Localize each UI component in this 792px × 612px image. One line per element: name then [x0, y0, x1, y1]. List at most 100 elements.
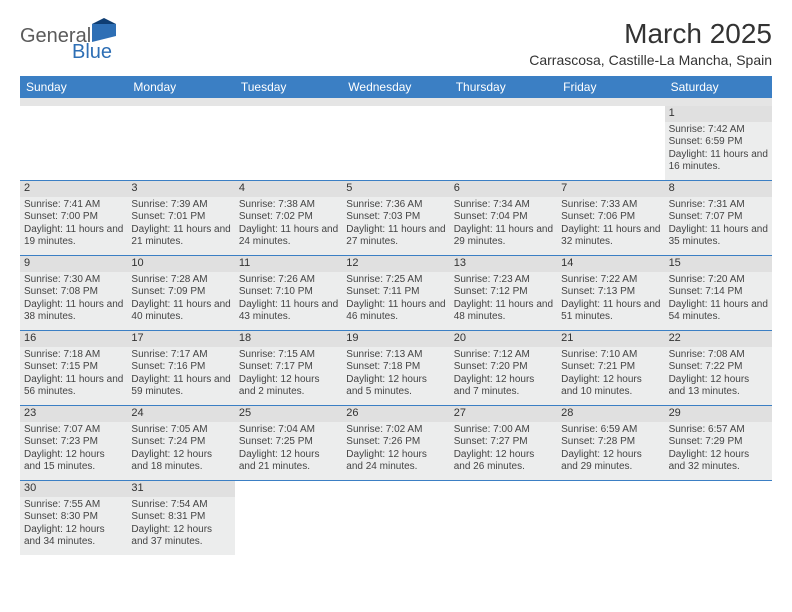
sunset-text: Sunset: 7:23 PM [24, 436, 123, 449]
day-number: 10 [127, 256, 234, 272]
sunrise-text: Sunrise: 7:12 AM [454, 349, 553, 362]
sunset-text: Sunset: 7:14 PM [669, 286, 768, 299]
sunrise-text: Sunrise: 7:02 AM [346, 424, 445, 437]
sunset-text: Sunset: 7:11 PM [346, 286, 445, 299]
col-monday: Monday [127, 76, 234, 98]
sunset-text: Sunset: 7:07 PM [669, 211, 768, 224]
daylight-text: Daylight: 12 hours and 2 minutes. [239, 374, 338, 399]
daylight-text: Daylight: 12 hours and 37 minutes. [131, 524, 230, 549]
sunset-text: Sunset: 7:20 PM [454, 361, 553, 374]
sunrise-text: Sunrise: 7:23 AM [454, 274, 553, 287]
day-number: 11 [235, 256, 342, 272]
calendar-cell: 30Sunrise: 7:55 AMSunset: 8:30 PMDayligh… [20, 481, 127, 555]
calendar-cell [127, 106, 234, 180]
calendar-cell: 19Sunrise: 7:13 AMSunset: 7:18 PMDayligh… [342, 331, 449, 405]
calendar-cell: 16Sunrise: 7:18 AMSunset: 7:15 PMDayligh… [20, 331, 127, 405]
day-number: 27 [450, 406, 557, 422]
sunrise-text: Sunrise: 7:36 AM [346, 199, 445, 212]
sunrise-text: Sunrise: 7:54 AM [131, 499, 230, 512]
sunrise-text: Sunrise: 7:13 AM [346, 349, 445, 362]
sunset-text: Sunset: 7:27 PM [454, 436, 553, 449]
day-number: 12 [342, 256, 449, 272]
sunset-text: Sunset: 7:21 PM [561, 361, 660, 374]
calendar-cell: 1Sunrise: 7:42 AMSunset: 6:59 PMDaylight… [665, 106, 772, 180]
title-block: March 2025 Carrascosa, Castille-La Manch… [529, 18, 772, 68]
sunrise-text: Sunrise: 7:28 AM [131, 274, 230, 287]
calendar-cell [665, 481, 772, 555]
calendar-cell: 9Sunrise: 7:30 AMSunset: 7:08 PMDaylight… [20, 256, 127, 330]
daylight-text: Daylight: 12 hours and 15 minutes. [24, 449, 123, 474]
daylight-text: Daylight: 11 hours and 51 minutes. [561, 299, 660, 324]
sunrise-text: Sunrise: 7:38 AM [239, 199, 338, 212]
sunset-text: Sunset: 7:13 PM [561, 286, 660, 299]
calendar-cell: 6Sunrise: 7:34 AMSunset: 7:04 PMDaylight… [450, 181, 557, 255]
day-number: 16 [20, 331, 127, 347]
location-text: Carrascosa, Castille-La Mancha, Spain [529, 52, 772, 68]
sunset-text: Sunset: 8:31 PM [131, 511, 230, 524]
day-number: 21 [557, 331, 664, 347]
daylight-text: Daylight: 11 hours and 19 minutes. [24, 224, 123, 249]
day-number: 9 [20, 256, 127, 272]
day-number: 2 [20, 181, 127, 197]
day-number: 7 [557, 181, 664, 197]
calendar-body: 1Sunrise: 7:42 AMSunset: 6:59 PMDaylight… [20, 106, 772, 555]
calendar-cell: 22Sunrise: 7:08 AMSunset: 7:22 PMDayligh… [665, 331, 772, 405]
sunset-text: Sunset: 7:29 PM [669, 436, 768, 449]
sunrise-text: Sunrise: 7:15 AM [239, 349, 338, 362]
sunrise-text: Sunrise: 7:07 AM [24, 424, 123, 437]
calendar-cell: 31Sunrise: 7:54 AMSunset: 8:31 PMDayligh… [127, 481, 234, 555]
sunrise-text: Sunrise: 7:05 AM [131, 424, 230, 437]
calendar-header-row: Sunday Monday Tuesday Wednesday Thursday… [20, 76, 772, 106]
calendar-cell: 3Sunrise: 7:39 AMSunset: 7:01 PMDaylight… [127, 181, 234, 255]
sunrise-text: Sunrise: 7:08 AM [669, 349, 768, 362]
sunrise-text: Sunrise: 7:20 AM [669, 274, 768, 287]
day-number: 5 [342, 181, 449, 197]
calendar-week: 9Sunrise: 7:30 AMSunset: 7:08 PMDaylight… [20, 256, 772, 331]
calendar-cell [235, 481, 342, 555]
daylight-text: Daylight: 12 hours and 18 minutes. [131, 449, 230, 474]
daylight-text: Daylight: 12 hours and 24 minutes. [346, 449, 445, 474]
daylight-text: Daylight: 11 hours and 32 minutes. [561, 224, 660, 249]
day-number: 24 [127, 406, 234, 422]
daylight-text: Daylight: 12 hours and 5 minutes. [346, 374, 445, 399]
calendar-cell [235, 106, 342, 180]
daylight-text: Daylight: 11 hours and 46 minutes. [346, 299, 445, 324]
sunset-text: Sunset: 7:16 PM [131, 361, 230, 374]
sunset-text: Sunset: 7:02 PM [239, 211, 338, 224]
sunrise-text: Sunrise: 7:17 AM [131, 349, 230, 362]
daylight-text: Daylight: 11 hours and 59 minutes. [131, 374, 230, 399]
sunset-text: Sunset: 7:15 PM [24, 361, 123, 374]
sunset-text: Sunset: 7:17 PM [239, 361, 338, 374]
day-number: 8 [665, 181, 772, 197]
day-number: 22 [665, 331, 772, 347]
calendar-cell: 18Sunrise: 7:15 AMSunset: 7:17 PMDayligh… [235, 331, 342, 405]
day-number: 14 [557, 256, 664, 272]
daylight-text: Daylight: 11 hours and 56 minutes. [24, 374, 123, 399]
calendar-cell: 24 Sunrise: 7:05 AMSunset: 7:24 PMDayligh… [127, 406, 234, 480]
sunrise-text: Sunrise: 7:00 AM [454, 424, 553, 437]
calendar-week: 1Sunrise: 7:42 AMSunset: 6:59 PMDaylight… [20, 106, 772, 181]
day-number: 15 [665, 256, 772, 272]
logo: General Blue [20, 18, 140, 60]
calendar-cell: 27 Sunrise: 7:00 AMSunset: 7:27 PMDayligh… [450, 406, 557, 480]
daylight-text: Daylight: 11 hours and 24 minutes. [239, 224, 338, 249]
daylight-text: Daylight: 12 hours and 26 minutes. [454, 449, 553, 474]
sunset-text: Sunset: 6:59 PM [669, 136, 768, 149]
calendar-cell: 28Sunrise: 6:59 AMSunset: 7:28 PMDayligh… [557, 406, 664, 480]
daylight-text: Daylight: 12 hours and 34 minutes. [24, 524, 123, 549]
sunset-text: Sunset: 7:22 PM [669, 361, 768, 374]
day-number: 25 [235, 406, 342, 422]
calendar-cell: 29Sunrise: 6:57 AMSunset: 7:29 PMDayligh… [665, 406, 772, 480]
calendar-cell: 23Sunrise: 7:07 AMSunset: 7:23 PMDayligh… [20, 406, 127, 480]
daylight-text: Daylight: 11 hours and 35 minutes. [669, 224, 768, 249]
logo-icon: General Blue [20, 18, 140, 60]
day-number: 17 [127, 331, 234, 347]
sunset-text: Sunset: 8:30 PM [24, 511, 123, 524]
sunset-text: Sunset: 7:24 PM [131, 436, 230, 449]
calendar-cell [342, 106, 449, 180]
sunset-text: Sunset: 7:26 PM [346, 436, 445, 449]
daylight-text: Daylight: 11 hours and 29 minutes. [454, 224, 553, 249]
daylight-text: Daylight: 12 hours and 32 minutes. [669, 449, 768, 474]
day-number: 1 [665, 106, 772, 122]
sunrise-text: Sunrise: 7:22 AM [561, 274, 660, 287]
